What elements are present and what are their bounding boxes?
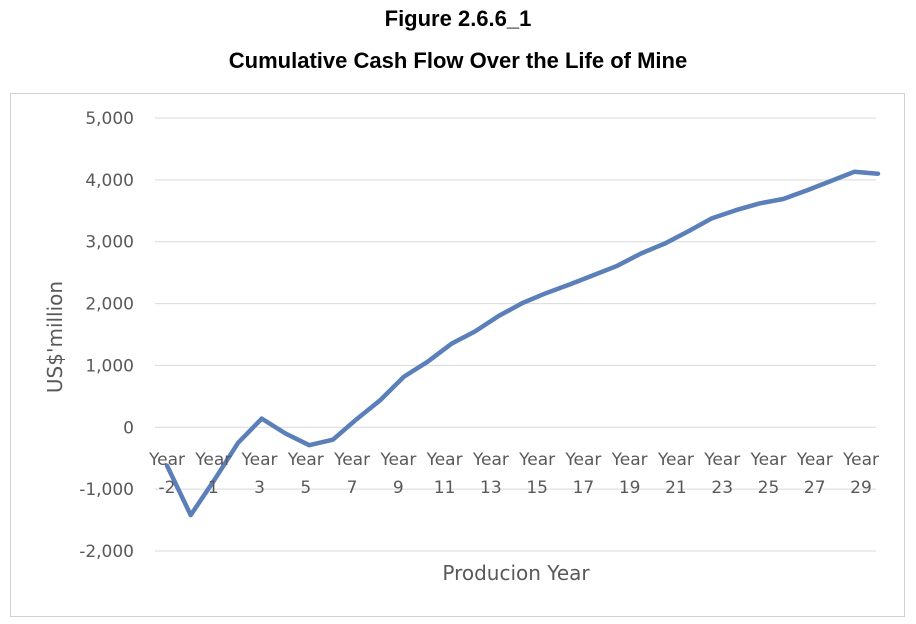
svg-text:Year: Year	[426, 450, 463, 470]
svg-text:Year: Year	[749, 450, 786, 470]
x-tick-label: Year 17	[564, 450, 601, 498]
svg-text:Year: Year	[287, 450, 324, 470]
svg-text:11: 11	[434, 478, 456, 498]
svg-text:9: 9	[393, 478, 404, 498]
series-line	[164, 169, 881, 518]
figure-label: Figure 2.6.6_1	[384, 6, 532, 31]
series-lines	[164, 169, 881, 518]
x-axis-title: Producion Year	[442, 561, 590, 585]
svg-text:19: 19	[619, 478, 641, 498]
x-tick-label: Year 7	[333, 450, 370, 498]
y-tick-label: 4,000	[85, 171, 134, 191]
svg-text:29: 29	[850, 478, 872, 498]
y-tick-label: 0	[123, 418, 134, 438]
svg-text:23: 23	[711, 478, 733, 498]
svg-text:15: 15	[526, 478, 548, 498]
y-tick-label: 1,000	[85, 356, 134, 376]
svg-text:25: 25	[758, 478, 780, 498]
y-tick-label: -1,000	[79, 480, 134, 500]
figure-title: Cumulative Cash Flow Over the Life of Mi…	[228, 48, 688, 73]
svg-text:1: 1	[208, 478, 219, 498]
y-tick-label: 3,000	[85, 233, 134, 253]
y-axis-ticks: -2,000 -1,000 0 1,000 2,000 3,000 4,000 5,000	[79, 109, 134, 562]
x-tick-label: Year 1	[194, 450, 231, 498]
svg-text:Year: Year	[148, 450, 185, 470]
svg-text:Year: Year	[611, 450, 648, 470]
svg-text:21: 21	[665, 478, 687, 498]
y-axis-title: US$'million	[43, 281, 67, 393]
chart-area	[10, 93, 905, 617]
svg-text:Year: Year	[194, 450, 231, 470]
svg-text:Year: Year	[379, 450, 416, 470]
svg-text:Year: Year	[703, 450, 740, 470]
x-tick-label: Year 29	[842, 450, 879, 498]
x-tick-label: Year 3	[241, 450, 278, 498]
y-tick-label: 2,000	[85, 295, 134, 315]
svg-text:Year: Year	[241, 450, 278, 470]
y-tick-label: 5,000	[85, 109, 134, 129]
svg-text:Year: Year	[472, 450, 509, 470]
svg-text:7: 7	[347, 478, 358, 498]
svg-text:Year: Year	[657, 450, 694, 470]
x-tick-label: Year -2	[148, 450, 185, 498]
x-tick-label: Year 21	[657, 450, 694, 498]
x-tick-label: Year 27	[796, 450, 833, 498]
gridlines	[155, 117, 876, 552]
svg-text:Year: Year	[564, 450, 601, 470]
svg-text:3: 3	[254, 478, 265, 498]
svg-text:27: 27	[804, 478, 826, 498]
svg-text:-2: -2	[159, 478, 176, 498]
y-tick-label: -2,000	[79, 542, 134, 562]
x-axis-ticks: Year-2Year1Year3Year5Year7Year9Year11Yea…	[148, 450, 879, 498]
x-tick-label: Year 13	[472, 450, 509, 498]
svg-text:13: 13	[480, 478, 502, 498]
svg-text:17: 17	[573, 478, 595, 498]
x-tick-label: Year 9	[379, 450, 416, 498]
svg-text:Year: Year	[518, 450, 555, 470]
x-tick-label: Year 11	[426, 450, 463, 498]
x-tick-label: Year 5	[287, 450, 324, 498]
x-tick-label: Year 15	[518, 450, 555, 498]
x-tick-label: Year 19	[611, 450, 648, 498]
x-tick-label: Year 23	[703, 450, 740, 498]
svg-text:Year: Year	[842, 450, 879, 470]
svg-text:Year: Year	[796, 450, 833, 470]
svg-text:5: 5	[300, 478, 311, 498]
svg-text:Year: Year	[333, 450, 370, 470]
x-tick-label: Year 25	[749, 450, 786, 498]
